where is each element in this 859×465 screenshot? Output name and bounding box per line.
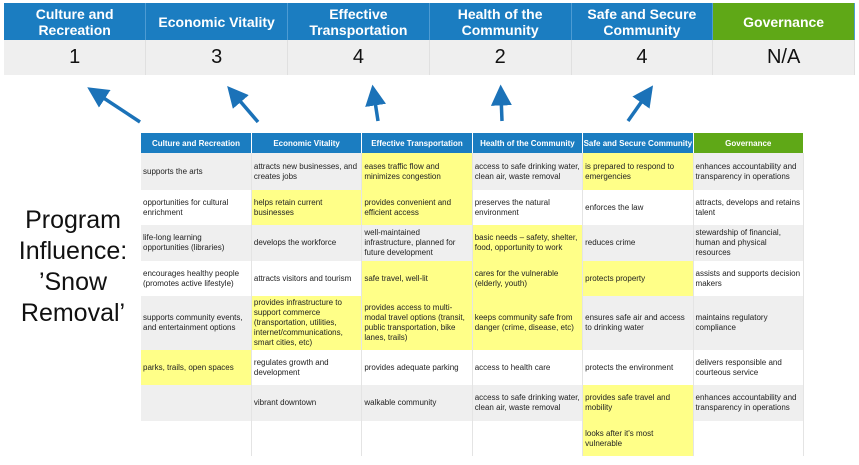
grid-cell: enforces the law	[582, 190, 694, 225]
grid-header: Economic Vitality	[251, 133, 363, 153]
score-value: 2	[429, 40, 572, 75]
grid-row: looks after it's most vulnerable	[141, 421, 805, 456]
grid-cell	[251, 421, 363, 456]
grid-header: Governance	[693, 133, 805, 153]
score-value: 4	[571, 40, 714, 75]
grid-row: opportunities for cultural enrichment hel…	[141, 190, 805, 225]
grid-cell: enhances accountability and transparency…	[693, 153, 805, 190]
grid-cell: reduces crime	[582, 225, 694, 261]
grid-cell: eases traffic flow and minimizes congest…	[361, 153, 473, 190]
grid-header-row: Culture and Recreation Economic Vitality…	[141, 133, 805, 153]
grid-cell: attracts, develops and retains talent	[693, 190, 805, 225]
influence-grid: Culture and Recreation Economic Vitality…	[141, 133, 805, 456]
grid-cell: is prepared to respond to emergencies	[582, 153, 694, 190]
arrow-icon	[87, 87, 141, 124]
scores-header-row: Culture and Recreation Economic Vitality…	[4, 3, 855, 40]
grid-row: encourages healthy people (promotes acti…	[141, 261, 805, 296]
grid-row: supports the arts attracts new businesses…	[141, 153, 805, 190]
grid-cell: delivers responsible and courteous servi…	[693, 350, 805, 385]
grid-cell: parks, trails, open spaces	[141, 350, 252, 385]
program-influence-label: Program Influence: ’Snow Removal’	[18, 206, 128, 327]
grid-cell: access to safe drinking water, clean air…	[472, 385, 584, 421]
score-value: 3	[145, 40, 288, 75]
arrows	[87, 84, 654, 124]
scores-table: Culture and Recreation Economic Vitality…	[4, 3, 855, 75]
score-header: Culture and Recreation	[4, 3, 147, 40]
arrow-icon	[626, 85, 654, 123]
grid-header: Effective Transportation	[361, 133, 473, 153]
grid-cell: opportunities for cultural enrichment	[141, 190, 252, 225]
grid-cell: stewardship of financial, human and phys…	[693, 225, 805, 261]
grid-cell: access to safe drinking water, clean air…	[472, 153, 584, 190]
grid-cell	[141, 421, 252, 456]
grid-row: supports community events, and entertain…	[141, 296, 805, 350]
grid-cell: provides infrastructure to support comme…	[251, 296, 363, 350]
grid-cell	[693, 421, 805, 456]
grid-cell: supports the arts	[141, 153, 252, 190]
grid-cell: maintains regulatory compliance	[693, 296, 805, 350]
grid-cell	[472, 421, 584, 456]
score-value: N/A	[712, 40, 855, 75]
arrow-icon	[365, 84, 386, 122]
grid-cell: protects the environment	[582, 350, 694, 385]
grid-row: parks, trails, open spaces regulates grow…	[141, 350, 805, 385]
grid-row: vibrant downtown walkable community access…	[141, 385, 805, 421]
grid-cell: supports community events, and entertain…	[141, 296, 252, 350]
grid-cell: encourages healthy people (promotes acti…	[141, 261, 252, 296]
score-header: Safe and Secure Community	[571, 3, 714, 40]
grid-cell: keeps community safe from danger (crime,…	[472, 296, 584, 350]
grid-cell	[141, 385, 252, 421]
grid-cell: provides adequate parking	[361, 350, 473, 385]
score-header: Effective Transportation	[287, 3, 430, 40]
grid-header: Health of the Community	[472, 133, 584, 153]
score-value: 1	[4, 40, 147, 75]
grid-cell: provides access to multi-modal travel op…	[361, 296, 473, 350]
grid-cell: attracts visitors and tourism	[251, 261, 363, 296]
grid-cell: life-long learning opportunities (librar…	[141, 225, 252, 261]
grid-cell: assists and supports decision makers	[693, 261, 805, 296]
grid-cell: enhances accountability and transparency…	[693, 385, 805, 421]
score-header: Health of the Community	[429, 3, 572, 40]
grid-cell: attracts new businesses, and creates job…	[251, 153, 363, 190]
grid-cell: access to health care	[472, 350, 584, 385]
grid-cell: provides convenient and efficient access	[361, 190, 473, 225]
grid-cell: provides safe travel and mobility	[582, 385, 694, 421]
grid-cell: looks after it's most vulnerable	[582, 421, 694, 456]
grid-cell: cares for the vulnerable (elderly, youth…	[472, 261, 584, 296]
scores-value-row: 1 3 4 2 4 N/A	[4, 40, 855, 75]
grid-cell	[361, 421, 473, 456]
grid-cell: helps retain current businesses	[251, 190, 363, 225]
arrow-icon	[227, 86, 260, 124]
score-header: Governance	[712, 3, 855, 40]
grid-cell: develops the workforce	[251, 225, 363, 261]
grid-cell: basic needs – safety, shelter, food, opp…	[472, 225, 584, 261]
grid-header: Culture and Recreation	[141, 133, 252, 153]
grid-cell: vibrant downtown	[251, 385, 363, 421]
grid-header: Safe and Secure Community	[582, 133, 694, 153]
grid-cell: well-maintained infrastructure, planned …	[361, 225, 473, 261]
grid-cell: ensures safe air and access to drinking …	[582, 296, 694, 350]
score-header: Economic Vitality	[145, 3, 288, 40]
grid-row: life-long learning opportunities (librar…	[141, 225, 805, 261]
score-value: 4	[287, 40, 430, 75]
grid-cell: protects property	[582, 261, 694, 296]
arrow-icon	[490, 84, 512, 122]
grid-cell: regulates growth and development	[251, 350, 363, 385]
grid-cell: safe travel, well-lit	[361, 261, 473, 296]
grid-cell: preserves the natural environment	[472, 190, 584, 225]
grid-cell: walkable community	[361, 385, 473, 421]
